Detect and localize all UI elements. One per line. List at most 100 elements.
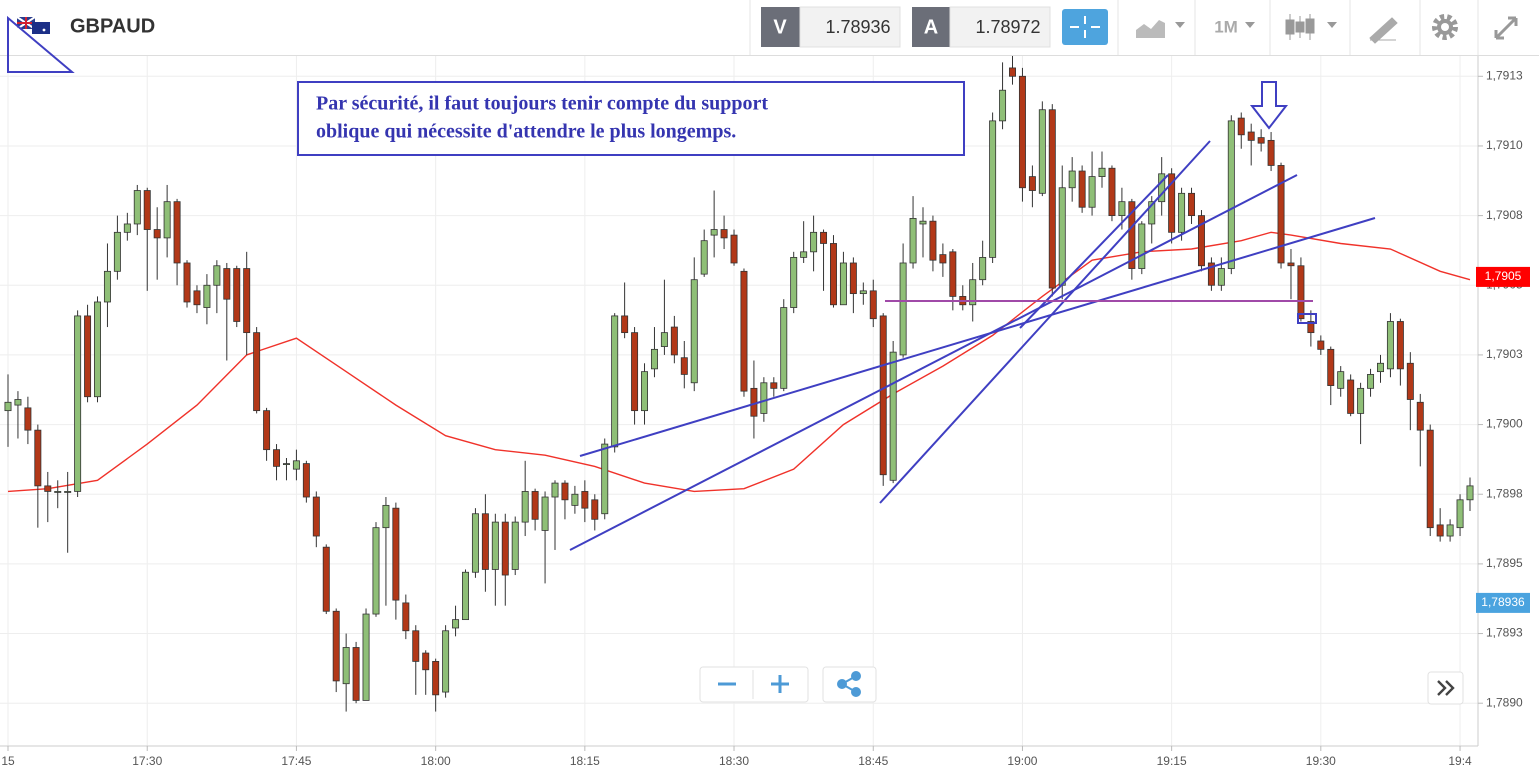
candle-body bbox=[760, 382, 768, 414]
candle-body bbox=[462, 571, 469, 621]
candle-body bbox=[1048, 109, 1056, 289]
candle-body bbox=[1009, 67, 1016, 77]
scroll-icon bbox=[1437, 680, 1455, 696]
candle-body bbox=[1168, 173, 1176, 233]
candle-body bbox=[1078, 170, 1086, 208]
ask-button[interactable] bbox=[912, 7, 950, 47]
candle-body bbox=[163, 201, 171, 239]
candle-body bbox=[621, 315, 629, 334]
candle-body bbox=[1038, 109, 1046, 194]
candle-body bbox=[1277, 165, 1285, 264]
candle-body bbox=[94, 301, 101, 398]
candle-body bbox=[919, 220, 927, 225]
candle-body bbox=[282, 463, 290, 465]
candle-body bbox=[491, 521, 499, 570]
candle-body bbox=[1386, 321, 1394, 370]
candle-body bbox=[1267, 139, 1275, 166]
candle-body bbox=[1118, 201, 1126, 217]
candle-body bbox=[412, 630, 420, 662]
candle-body bbox=[84, 315, 92, 398]
bid-label: V bbox=[773, 16, 787, 38]
candle-body bbox=[561, 482, 569, 501]
candle-body bbox=[362, 613, 370, 701]
candle-body bbox=[4, 401, 12, 412]
caret bbox=[1175, 22, 1185, 28]
candle-body bbox=[511, 521, 519, 570]
candle-body bbox=[839, 262, 847, 306]
settings-icon[interactable] bbox=[1432, 14, 1458, 40]
candle-body bbox=[1108, 167, 1116, 217]
candle-body bbox=[103, 270, 111, 303]
candle-body bbox=[1317, 340, 1325, 350]
crosshair-button[interactable] bbox=[1062, 9, 1108, 45]
candle-body bbox=[452, 619, 460, 629]
candle-body bbox=[979, 256, 987, 281]
candle-body bbox=[14, 399, 22, 406]
candle-body bbox=[1426, 429, 1434, 529]
candle-body bbox=[531, 491, 539, 520]
candle-body bbox=[1327, 348, 1335, 386]
candle-body bbox=[859, 290, 867, 295]
down-arrow bbox=[1249, 81, 1289, 130]
price-tag-label: 1,7905 bbox=[1485, 269, 1522, 283]
candle-body bbox=[1297, 265, 1305, 320]
timeframe[interactable]: 1M bbox=[1214, 17, 1238, 36]
candle-body bbox=[1466, 485, 1474, 501]
candle-body bbox=[680, 357, 688, 375]
candle-body bbox=[471, 513, 479, 573]
candle-body bbox=[1337, 371, 1345, 389]
candle-body bbox=[601, 443, 609, 515]
candle-body bbox=[581, 491, 589, 509]
candle-body bbox=[173, 201, 181, 264]
candle-body bbox=[143, 190, 151, 230]
candle-body bbox=[869, 290, 877, 320]
trend-lines bbox=[569, 81, 1376, 551]
y-tick-label: 1,7903 bbox=[1486, 347, 1523, 361]
caret bbox=[1245, 22, 1255, 28]
fullscreen-icon[interactable] bbox=[1494, 16, 1518, 40]
candle-body bbox=[481, 513, 489, 570]
axis-labels: 1,7890 1,7893 1,7895 1,7898 1,7900 1,7903 1,79… bbox=[1, 68, 1530, 768]
candle-body bbox=[501, 521, 509, 576]
chart-type-icon[interactable] bbox=[1136, 20, 1165, 38]
symbol: GBPAUD bbox=[70, 15, 155, 37]
candle-body bbox=[402, 602, 410, 632]
candle-body bbox=[849, 262, 857, 295]
x-tick-label: 17:45 bbox=[281, 754, 311, 768]
candle-body bbox=[1406, 362, 1414, 400]
candle-body bbox=[292, 460, 300, 470]
price-tag bbox=[1476, 592, 1530, 613]
candle-body bbox=[352, 647, 360, 701]
candle-body bbox=[322, 546, 330, 612]
candle-icon[interactable] bbox=[1285, 14, 1315, 40]
candle-body bbox=[243, 268, 251, 334]
candle-body bbox=[989, 120, 997, 258]
x-tick-label: 19:15 bbox=[1157, 754, 1187, 768]
candle-body bbox=[631, 332, 639, 412]
candle-body bbox=[611, 315, 619, 448]
candle-body bbox=[949, 251, 957, 297]
candle-body bbox=[263, 410, 271, 451]
draw-icon[interactable] bbox=[1369, 17, 1398, 44]
caret bbox=[1327, 22, 1337, 28]
candle-body bbox=[1188, 192, 1196, 217]
candle-body bbox=[302, 463, 310, 498]
candle-body bbox=[442, 630, 450, 693]
candle-body bbox=[909, 217, 917, 264]
candle-body bbox=[223, 268, 231, 300]
candle-body bbox=[273, 449, 281, 467]
x-tick-label: 17:30 bbox=[132, 754, 162, 768]
flag bbox=[16, 16, 50, 34]
candle-body bbox=[1416, 401, 1424, 431]
plot-area bbox=[4, 56, 1474, 712]
bid-button[interactable] bbox=[761, 7, 800, 47]
share-button[interactable] bbox=[822, 666, 877, 703]
zoom-in[interactable] bbox=[771, 675, 789, 693]
candle-body bbox=[720, 229, 728, 239]
candle-body bbox=[1357, 387, 1365, 414]
y-tick-label: 1,7895 bbox=[1486, 556, 1523, 570]
candle-body bbox=[1436, 524, 1444, 537]
candle-body bbox=[829, 243, 837, 306]
zoom-panel bbox=[699, 666, 809, 703]
